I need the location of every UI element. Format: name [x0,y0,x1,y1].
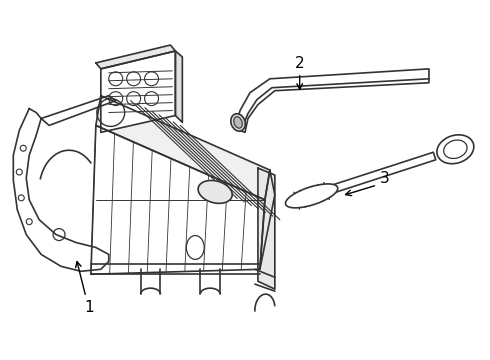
Polygon shape [235,69,429,132]
Text: 3: 3 [379,171,389,185]
Polygon shape [175,51,182,122]
Polygon shape [96,45,175,69]
Ellipse shape [231,114,245,131]
Polygon shape [13,109,109,271]
Polygon shape [258,168,275,289]
Polygon shape [91,125,265,274]
Polygon shape [101,51,175,132]
Polygon shape [260,170,275,269]
Polygon shape [334,152,436,192]
Text: 2: 2 [295,57,304,71]
Polygon shape [96,96,270,200]
Ellipse shape [198,180,232,203]
Ellipse shape [443,140,467,158]
Ellipse shape [286,184,338,208]
Text: 1: 1 [84,300,94,315]
Ellipse shape [234,117,242,128]
Polygon shape [41,96,116,125]
Ellipse shape [437,135,474,164]
